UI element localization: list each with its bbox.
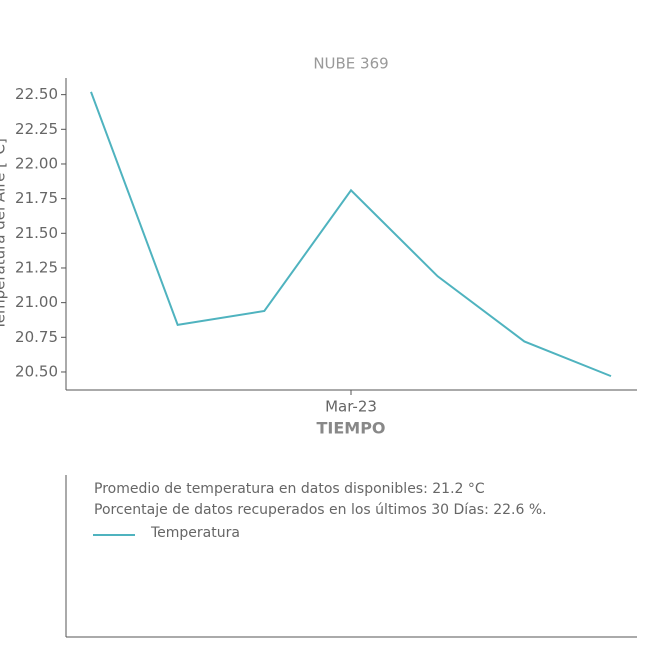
y-tick-label: 21.25 [15,258,58,276]
y-tick-label: 21.00 [15,293,58,311]
y-tick-label: 20.50 [15,362,58,380]
x-tick-label: Mar-23 [325,398,377,416]
line-series [90,91,612,378]
legend-label: Temperatura [150,525,240,541]
y-tick-label: 21.75 [15,189,58,207]
x-axis-label: TIEMPO [316,419,385,438]
y-tick-label: 22.50 [15,85,58,103]
annotation: Porcentaje de datos recuperados en los ú… [94,502,547,518]
y-tick-label: 22.00 [15,154,58,172]
y-tick-label: 21.50 [15,224,58,242]
y-tick-label: 22.25 [15,120,58,138]
chart-title: NUBE 369 [313,55,388,73]
y-axis-label: Temperatura del Aire [°C] [0,138,9,331]
annotation: Promedio de temperatura en datos disponi… [94,481,485,497]
y-tick-label: 20.75 [15,328,58,346]
